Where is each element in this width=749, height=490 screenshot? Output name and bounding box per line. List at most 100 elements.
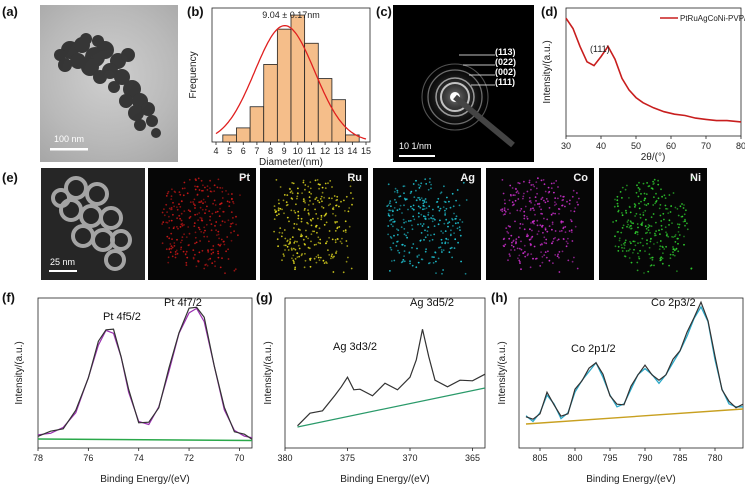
haadf-scale-bar-label: 25 nm [50, 257, 76, 267]
chart-g-peak-label-2: Ag 3d5/2 [410, 297, 454, 309]
beam-stopper [453, 94, 515, 148]
chart-h-tick-label: 790 [637, 453, 652, 463]
chart-b-bar [222, 134, 237, 143]
chart-b-bar [304, 42, 319, 143]
tem-particles [50, 33, 161, 151]
chart-g-peak-label-1: Ag 3d3/2 [333, 341, 377, 353]
saed-ring-label: (002) [495, 67, 517, 77]
panel-label-h: (h) [491, 290, 508, 305]
chart-f-xlabel: Binding Energy/(eV) [100, 474, 190, 485]
chart-f-frame [37, 297, 253, 449]
chart-b-tick-label: 14 [347, 146, 357, 156]
panel-label-e: (e) [2, 170, 18, 185]
chart-g-tick-label: 375 [340, 453, 355, 463]
panel-label-c: (c) [376, 4, 392, 19]
tem-image: 100 nm [40, 5, 178, 162]
element-map-ni: Ni [599, 168, 707, 280]
chart-h-tick-label: 785 [672, 453, 687, 463]
element-map-label: Ni [690, 172, 701, 184]
chart-d-legend: PtRuAgCoNi-PVP/C [680, 14, 745, 23]
chart-b-bar [290, 14, 306, 143]
chart-d-peak-label: (111) [590, 44, 610, 54]
element-map-dots [386, 177, 468, 275]
panel-label-g: (g) [256, 290, 273, 305]
chart-f-tick-label: 70 [234, 453, 244, 463]
chart-d: 30 40 50 60 70 80 PtRuAgCoNi-PVP/C (111) 2θ/(… [542, 7, 745, 163]
chart-h-peak-label-1: Co 2p1/2 [571, 343, 616, 355]
chart-d-tick-label: 60 [666, 141, 676, 151]
chart-g-background [297, 387, 486, 428]
element-map-label: Co [573, 172, 588, 184]
chart-f-background [37, 438, 253, 442]
chart-h-tick-label: 800 [567, 453, 582, 463]
chart-f: 78 76 74 72 70 Pt 4f5/2 Pt 4f7/2 Binding Ene… [14, 297, 253, 485]
chart-g-xlabel: Binding Energy/(eV) [340, 474, 430, 485]
chart-g-tick-label: 365 [465, 453, 480, 463]
saed-ring-label: (022) [495, 57, 517, 67]
element-map-ag: Ag [373, 168, 481, 280]
element-map-label: Pt [239, 172, 250, 184]
chart-h-tick-label: 795 [602, 453, 617, 463]
chart-g: 380 375 370 365 Ag 3d3/2 Ag 3d5/2 Binding E… [263, 297, 486, 485]
chart-d-tick-label: 80 [736, 141, 745, 151]
chart-g-series [297, 329, 486, 427]
chart-b-tick-label: 7 [254, 146, 259, 156]
element-map-ru: Ru [260, 168, 368, 280]
saed-image: (113) (022) (002) (111) 10 1/nm [393, 5, 534, 162]
chart-f-tick-label: 78 [33, 453, 43, 463]
chart-b-tick-label: 6 [241, 146, 246, 156]
chart-b-tick-label: 13 [334, 146, 344, 156]
chart-b-tick-label: 10 [293, 146, 303, 156]
saed-ring [440, 82, 470, 112]
chart-h-tick-label: 780 [707, 453, 722, 463]
chart-d-tick-label: 30 [561, 141, 571, 151]
chart-b-bar [263, 64, 278, 143]
chart-g-frame [284, 297, 486, 449]
chart-h-frame [518, 297, 744, 449]
chart-d-series [565, 17, 742, 123]
saed-pattern [399, 54, 515, 157]
chart-b-bar [236, 127, 251, 143]
chart-d-ylabel: Intensity/(a.u.) [542, 40, 553, 103]
saed-scale-bar-label: 10 1/nm [399, 141, 432, 151]
element-map-label: Ru [347, 172, 362, 184]
saed-ring [421, 63, 489, 131]
chart-b-bar [317, 78, 333, 143]
saed-ring [427, 69, 483, 125]
chart-d-xlabel: 2θ/(°) [641, 152, 666, 163]
panel-label-d: (d) [541, 4, 558, 19]
element-map-dots [273, 179, 354, 274]
chart-g-tick-label: 370 [402, 453, 417, 463]
haadf-image: 25 nm [41, 168, 145, 280]
chart-b-tick-label: 11 [307, 146, 316, 156]
chart-h-series [525, 300, 744, 420]
haadf-particles [49, 176, 132, 272]
chart-h-ylabel: Intensity/(a.u.) [497, 341, 508, 404]
chart-b-annotation: 9.04 ± 0.17nm [262, 10, 319, 20]
element-map-dots [161, 177, 243, 275]
chart-b-ylabel: Frequency [188, 51, 199, 98]
element-map-dots [500, 177, 580, 273]
chart-f-peak-label-1: Pt 4f5/2 [103, 311, 141, 323]
saed-ring-label: (113) [495, 47, 516, 57]
panel-label-b: (b) [187, 4, 204, 19]
chart-d-tick-label: 40 [596, 141, 606, 151]
chart-b-tick-label: 9 [282, 146, 287, 156]
saed-ring-label: (111) [495, 77, 516, 87]
chart-f-ylabel: Intensity/(a.u.) [14, 341, 25, 404]
chart-d-frame [565, 7, 742, 137]
chart-f-series [37, 306, 253, 440]
chart-f-peak-label-2: Pt 4f7/2 [164, 297, 202, 309]
chart-h-tick-label: 805 [532, 453, 547, 463]
chart-b-xlabel: Diameter/(nm) [259, 157, 323, 168]
chart-g-tick-label: 380 [277, 453, 292, 463]
element-map-co: Co [486, 168, 594, 280]
element-map-pt: Pt [148, 168, 256, 280]
chart-h-xlabel: Binding Energy/(eV) [586, 474, 676, 485]
chart-f-tick-label: 74 [134, 453, 144, 463]
chart-b: 4 5 6 7 8 9 10 11 12 13 14 15 9.04 ± 0.17nm Diamete… [188, 7, 371, 168]
chart-b-tick-label: 5 [227, 146, 232, 156]
panel-label-a: (a) [2, 4, 18, 19]
chart-b-tick-label: 15 [361, 146, 371, 156]
element-map-label: Ag [460, 172, 475, 184]
